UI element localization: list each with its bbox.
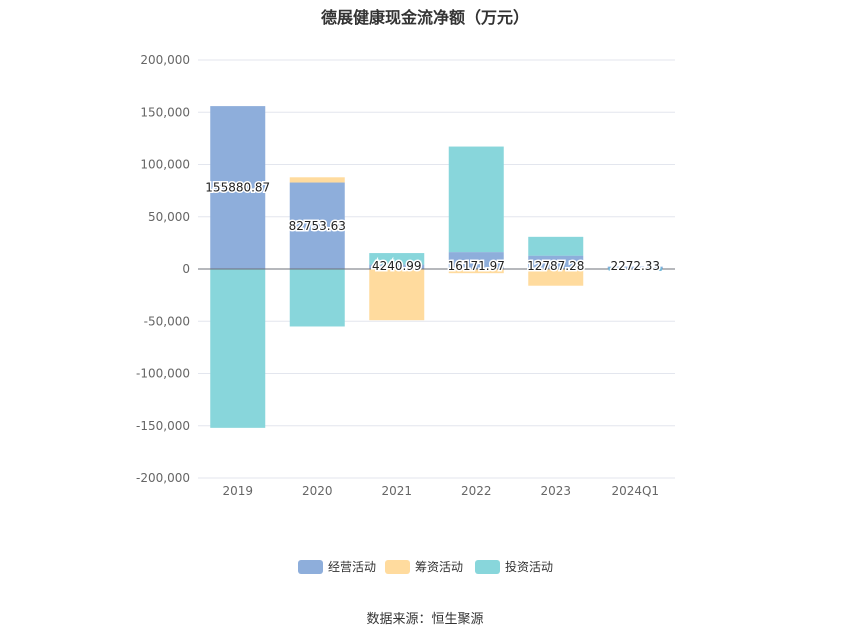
y-tick-label: 100,000	[140, 158, 190, 172]
bar-segment	[448, 146, 504, 253]
bar-segment	[448, 269, 504, 274]
bar-segment	[289, 182, 345, 269]
data-label: 155880.87	[205, 181, 270, 195]
data-source-note: 数据来源：恒生聚源	[366, 612, 484, 627]
bar-segment	[210, 269, 266, 428]
legend-label: 筹资活动	[415, 560, 463, 574]
legend-label: 投资活动	[505, 559, 553, 574]
x-tick-label: 2023	[540, 484, 571, 498]
y-tick-label: -100,000	[136, 367, 190, 381]
bar-segment	[369, 264, 425, 269]
bar-segment	[448, 252, 504, 269]
bar-segment	[528, 269, 584, 286]
data-label: 12787.28	[527, 259, 584, 273]
y-tick-label: 150,000	[140, 105, 190, 119]
y-tick-label: -200,000	[136, 471, 190, 485]
bar-segment	[210, 106, 266, 269]
bar-segment	[289, 177, 345, 183]
data-label: 82753.63	[289, 219, 346, 233]
x-tick-label: 2024Q1	[611, 484, 659, 498]
y-tick-label: 0	[182, 262, 190, 276]
chart-title: 德展健康现金流净额（万元）	[320, 8, 529, 27]
bar-segment	[369, 253, 425, 265]
x-tick-label: 2022	[461, 484, 492, 498]
bar-segment	[607, 266, 663, 269]
data-label: 2272.33	[610, 259, 660, 273]
x-tick-label: 2019	[222, 484, 253, 498]
legend-swatch	[298, 560, 323, 574]
data-point-marker	[658, 267, 663, 271]
bar-segment	[289, 269, 345, 327]
data-label: 4240.99	[372, 259, 422, 273]
data-label: 16171.97	[448, 259, 505, 273]
x-tick-label: 2021	[381, 484, 412, 498]
y-tick-label: 200,000	[140, 53, 190, 67]
legend-swatch	[475, 560, 500, 574]
legend-label: 经营活动	[328, 560, 376, 574]
y-tick-label: -150,000	[136, 419, 190, 433]
legend-swatch	[385, 560, 410, 574]
data-point-marker	[608, 267, 613, 271]
bar-segment	[369, 269, 425, 321]
y-tick-label: -50,000	[144, 314, 190, 328]
bar-segment	[528, 255, 584, 269]
x-tick-label: 2020	[302, 484, 333, 498]
y-tick-label: 50,000	[148, 210, 190, 224]
bar-segment	[528, 236, 584, 256]
